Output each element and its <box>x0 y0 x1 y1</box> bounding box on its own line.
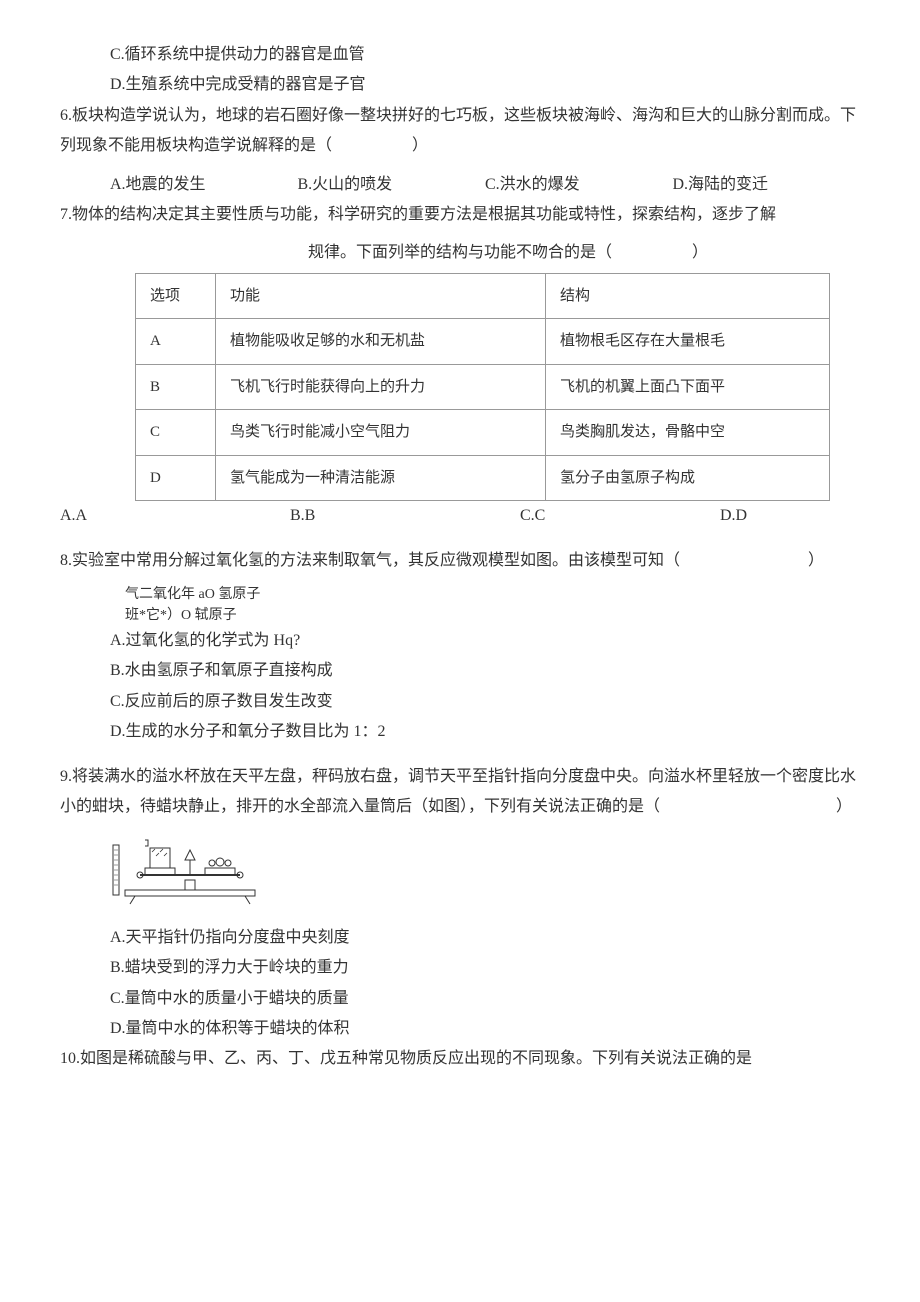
table-cell: 飞机的机翼上面凸下面平 <box>546 364 830 410</box>
q7-option-c: C.C <box>520 501 720 531</box>
q8-legend2: 班*它*）O 轼原子 <box>60 605 860 626</box>
table-row: 选项 功能 结构 <box>136 273 830 319</box>
q6-option-d: D.海陆的变迁 <box>673 170 861 200</box>
table-cell: 鸟类胸肌发达，骨骼中空 <box>546 410 830 456</box>
q7-intro: 规律。下面列举的结构与功能不吻合的是（ ） <box>60 238 860 268</box>
q8-option-d: D.生成的水分子和氧分子数目比为 1：2 <box>60 717 860 747</box>
q6-option-a: A.地震的发生 <box>110 170 298 200</box>
balance-scale-icon <box>110 830 270 905</box>
q6-options: A.地震的发生 B.火山的喷发 C.洪水的爆发 D.海陆的变迁 <box>60 170 860 200</box>
table-header-cell: 结构 <box>546 273 830 319</box>
q9-option-d: D.量筒中水的体积等于蜡块的体积 <box>60 1014 860 1044</box>
q5-option-d: D.生殖系统中完成受精的器官是子官 <box>60 70 860 100</box>
table-cell: 鸟类飞行时能减小空气阻力 <box>216 410 546 456</box>
q8-option-a: A.过氧化氢的化学式为 Hq? <box>60 626 860 656</box>
q5-option-c: C.循环系统中提供动力的器官是血管 <box>60 40 860 70</box>
q8-legend1: 气二氧化年 aO 氢原子 <box>60 584 860 605</box>
table-header-cell: 选项 <box>136 273 216 319</box>
table-cell: 氢气能成为一种清洁能源 <box>216 455 546 501</box>
q8-option-c: C.反应前后的原子数目发生改变 <box>60 687 860 717</box>
q7-option-a: A.A <box>60 501 290 531</box>
q7-bottom-options: A.A B.B C.C D.D <box>60 501 860 531</box>
q10-text: 10.如图是稀硫酸与甲、乙、丙、丁、戊五种常见物质反应出现的不同现象。下列有关说… <box>60 1044 860 1074</box>
table-row: D 氢气能成为一种清洁能源 氢分子由氢原子构成 <box>136 455 830 501</box>
q6-text: 6.板块构造学说认为，地球的岩石圈好像一整块拼好的七巧板，这些板块被海岭、海沟和… <box>60 101 860 162</box>
q7-option-d: D.D <box>720 501 860 531</box>
table-cell: 植物根毛区存在大量根毛 <box>546 319 830 365</box>
q7-option-b: B.B <box>290 501 520 531</box>
table-header-cell: 功能 <box>216 273 546 319</box>
table-row: A 植物能吸收足够的水和无机盐 植物根毛区存在大量根毛 <box>136 319 830 365</box>
table-cell: D <box>136 455 216 501</box>
table-row: C 鸟类飞行时能减小空气阻力 鸟类胸肌发达，骨骼中空 <box>136 410 830 456</box>
q9-option-c: C.量筒中水的质量小于蜡块的质量 <box>60 984 860 1014</box>
table-cell: 植物能吸收足够的水和无机盐 <box>216 319 546 365</box>
q7-table: 选项 功能 结构 A 植物能吸收足够的水和无机盐 植物根毛区存在大量根毛 B 飞… <box>135 273 830 502</box>
q9-option-b: B.蜡块受到的浮力大于岭块的重力 <box>60 953 860 983</box>
table-cell: 飞机飞行时能获得向上的升力 <box>216 364 546 410</box>
table-row: B 飞机飞行时能获得向上的升力 飞机的机翼上面凸下面平 <box>136 364 830 410</box>
q6-option-b: B.火山的喷发 <box>298 170 486 200</box>
q8-option-b: B.水由氢原子和氧原子直接构成 <box>60 656 860 686</box>
q9-text: 9.将装满水的溢水杯放在天平左盘，秤码放右盘，调节天平至指针指向分度盘中央。向溢… <box>60 762 860 823</box>
q6-option-c: C.洪水的爆发 <box>485 170 673 200</box>
table-cell: A <box>136 319 216 365</box>
table-cell: 氢分子由氢原子构成 <box>546 455 830 501</box>
q8-text: 8.实验室中常用分解过氧化氢的方法来制取氧气，其反应微观模型如图。由该模型可知（… <box>60 546 860 576</box>
q7-text: 7.物体的结构决定其主要性质与功能，科学研究的重要方法是根据其功能或特性，探索结… <box>60 200 860 230</box>
table-cell: C <box>136 410 216 456</box>
table-cell: B <box>136 364 216 410</box>
balance-scale-figure <box>60 830 860 916</box>
q9-option-a: A.天平指针仍指向分度盘中央刻度 <box>60 923 860 953</box>
